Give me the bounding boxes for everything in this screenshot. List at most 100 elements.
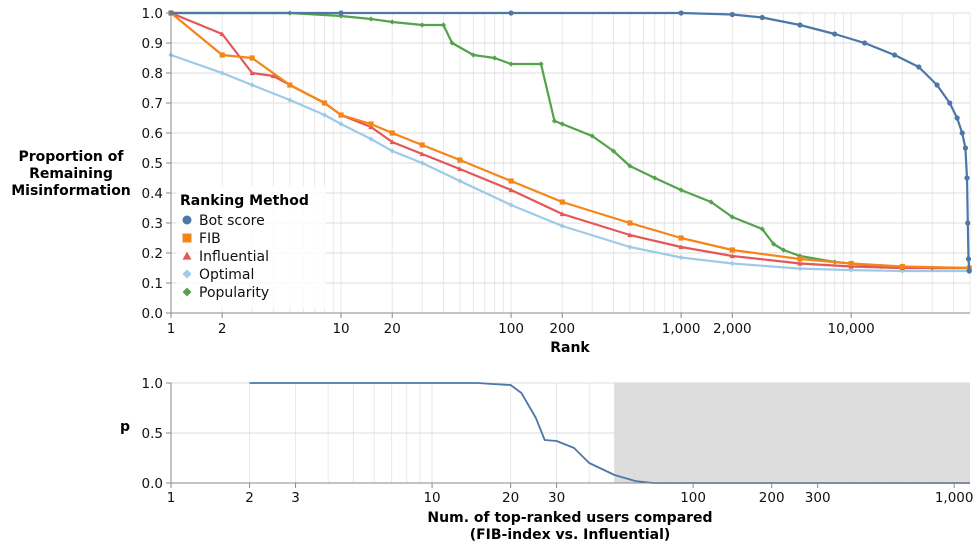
data-point — [862, 40, 868, 46]
data-point — [947, 100, 953, 106]
legend-item-fib: FIB — [182, 231, 221, 247]
bottom-y-axis-title: p — [120, 419, 130, 435]
legend-item-bot-score: Bot score — [182, 213, 265, 229]
top-y-tick-labels: 0.0 0.1 0.2 0.3 0.4 0.5 0.6 0.7 0.8 0.9 1.0 — [142, 6, 163, 322]
bottom-x-tick-label: 3 — [291, 490, 300, 506]
legend-symbol — [182, 269, 192, 279]
data-point — [287, 97, 293, 103]
bottom-y-tick-label: 0.0 — [142, 476, 163, 492]
top-axes — [166, 12, 970, 318]
data-point — [368, 136, 374, 142]
top-y-tick-label: 0.4 — [142, 186, 163, 202]
legend-item-influential: Influential — [182, 249, 269, 265]
data-point — [966, 268, 972, 274]
bottom-axes — [166, 382, 970, 488]
data-point — [368, 124, 374, 130]
bottom-x-tick-label: 30 — [548, 490, 565, 506]
data-point — [964, 175, 970, 181]
top-x-tick-label: 2,000 — [713, 321, 752, 337]
data-point — [508, 202, 514, 208]
top-x-tick-label: 20 — [384, 321, 401, 337]
bottom-x-tick-label: 2 — [245, 490, 254, 506]
legend-item-optimal: Optimal — [182, 267, 254, 283]
data-point — [389, 139, 395, 145]
top-series — [168, 10, 972, 274]
top-x-tick-label: 10 — [332, 321, 349, 337]
data-point — [899, 263, 905, 270]
legend-symbol — [182, 215, 192, 225]
legend-label: Bot score — [199, 213, 265, 229]
data-point — [270, 73, 276, 79]
data-point — [848, 267, 854, 273]
data-point — [678, 254, 684, 261]
data-point — [610, 148, 617, 154]
top-x-tick-label: 2 — [218, 321, 227, 337]
data-point — [249, 82, 255, 88]
bottom-x-axis-title-line-2: (FIB-index vs. Influential) — [470, 527, 671, 543]
top-y-tick-label: 0.6 — [142, 126, 163, 142]
legend-symbol — [182, 287, 192, 297]
bottom-x-axis-title-line-1: Num. of top-ranked users compared — [427, 510, 712, 526]
data-point — [321, 100, 328, 106]
data-point — [797, 266, 803, 272]
top-y-tick-label: 0.9 — [142, 36, 163, 52]
data-point — [729, 11, 735, 18]
data-point — [559, 223, 565, 229]
data-point — [962, 145, 969, 151]
data-point — [389, 148, 395, 154]
top-x-tick-label: 1,000 — [662, 321, 701, 337]
data-point — [440, 22, 447, 28]
data-point — [627, 220, 633, 226]
bottom-x-tick-label: 10 — [423, 490, 440, 506]
top-y-axis-title-line-1: Proportion of — [19, 149, 125, 165]
series-line — [170, 11, 970, 270]
data-point — [729, 260, 735, 267]
data-point — [954, 115, 960, 121]
data-point — [249, 55, 255, 61]
legend-label: Influential — [199, 249, 269, 265]
bottom-y-tick-labels: 0.0 0.5 1.0 — [142, 376, 163, 492]
data-point — [368, 16, 374, 22]
legend-label: FIB — [199, 231, 221, 247]
data-point — [508, 10, 514, 16]
bottom-x-tick-label: 1,000 — [935, 490, 974, 506]
series-line — [171, 11, 971, 272]
data-point — [959, 130, 965, 136]
data-point — [457, 166, 463, 172]
data-point — [457, 157, 463, 163]
legend-label: Optimal — [199, 267, 254, 283]
legend-items: Bot score FIB Influential Optimal Popularity — [182, 213, 269, 301]
top-x-tick-labels: 1 2 10 20 100 200 1,000 2,000 10,000 — [167, 321, 875, 337]
data-point — [965, 220, 971, 226]
data-point — [832, 31, 838, 37]
bottom-x-tick-label: 1 — [167, 490, 176, 506]
data-point — [338, 121, 344, 127]
data-point — [457, 178, 463, 184]
data-point — [627, 244, 633, 250]
data-point — [321, 112, 328, 118]
data-point — [627, 163, 633, 169]
data-point — [419, 160, 425, 166]
top-y-tick-label: 1.0 — [142, 6, 163, 22]
bottom-x-tick-label: 200 — [759, 490, 785, 506]
legend-label: Popularity — [199, 285, 269, 301]
data-point — [551, 118, 558, 124]
data-point — [470, 52, 476, 58]
data-point — [729, 247, 735, 253]
data-point — [797, 256, 803, 262]
data-point — [678, 244, 684, 250]
bottom-y-tick-label: 0.5 — [142, 426, 163, 442]
data-point — [419, 151, 425, 157]
data-point — [287, 82, 293, 88]
data-point — [559, 121, 565, 127]
top-y-axis-title-line-2: Remaining — [29, 166, 113, 182]
data-point — [678, 187, 684, 193]
data-point — [708, 199, 714, 205]
series-fib — [168, 10, 972, 271]
top-x-tick-label: 1 — [167, 321, 176, 337]
data-point — [508, 187, 514, 193]
data-point — [678, 10, 684, 16]
data-point — [508, 178, 514, 184]
legend-background — [176, 186, 326, 308]
